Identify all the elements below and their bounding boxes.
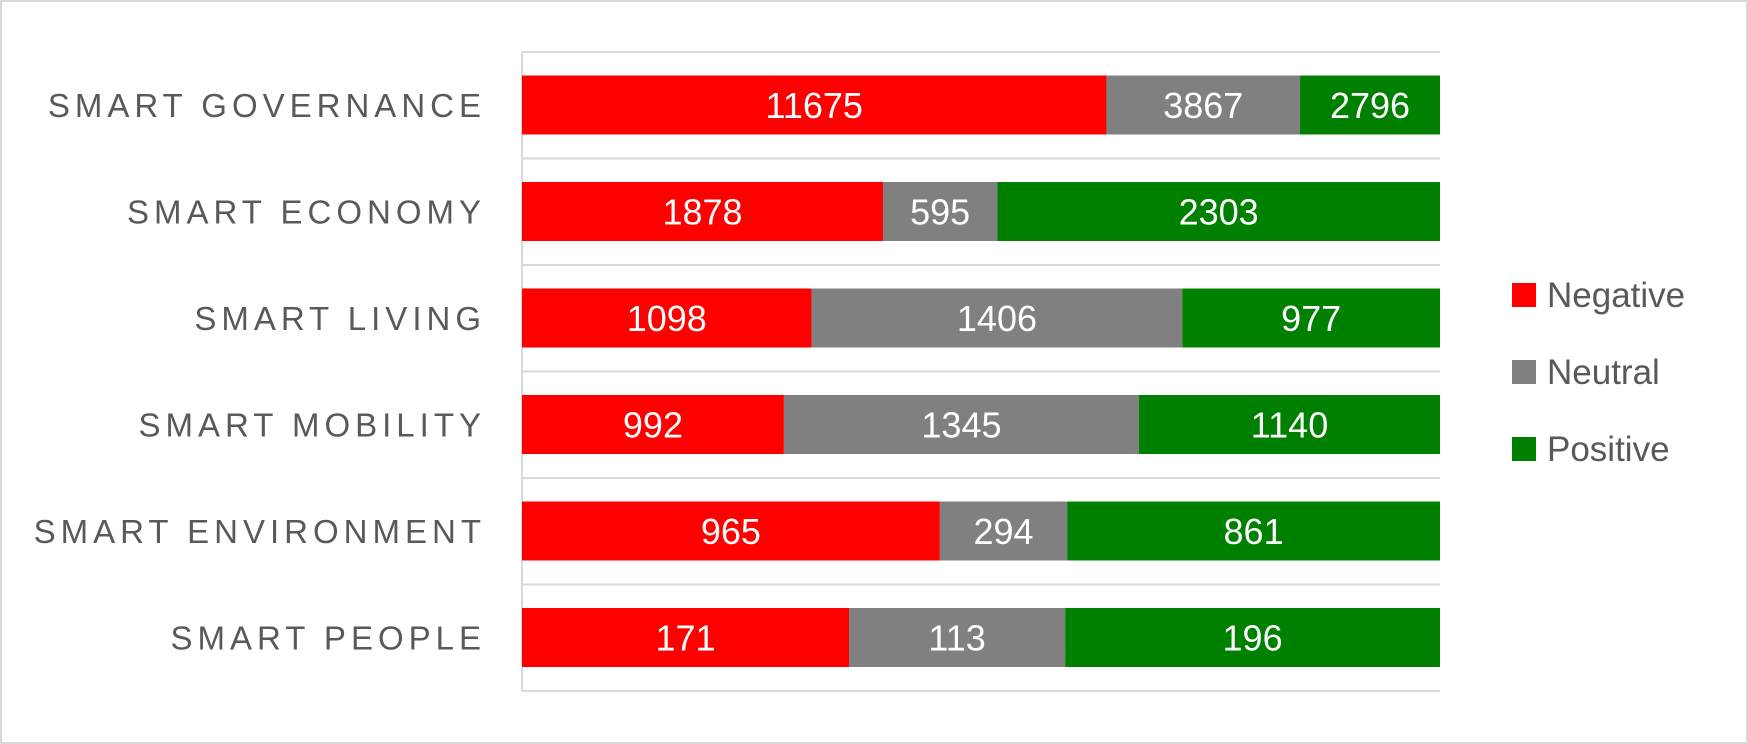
data-label-neutral-3: 1345 xyxy=(921,405,1001,446)
bar-positive-0 xyxy=(1300,75,1440,135)
data-label-positive-4: 861 xyxy=(1224,511,1284,552)
data-label-negative-0: 11675 xyxy=(766,85,863,126)
legend-label-negative[interactable]: Negative xyxy=(1547,276,1685,315)
data-label-neutral-4: 294 xyxy=(973,511,1033,552)
category-label-1: SMART ECONOMY xyxy=(127,194,486,231)
bars: 11675 3867 2796 1878 595 2303 1098 1406 977 992 13… xyxy=(522,75,1440,667)
bar-positive-2 xyxy=(1182,288,1440,348)
data-label-neutral-5: 113 xyxy=(928,618,985,659)
data-label-neutral-1: 595 xyxy=(910,192,970,233)
bar-positive-1 xyxy=(997,182,1440,241)
bar-negative-3 xyxy=(522,395,784,454)
data-label-negative-2: 1098 xyxy=(627,298,707,339)
data-label-negative-4: 965 xyxy=(701,511,761,552)
bar-positive-3 xyxy=(1139,395,1440,454)
data-label-negative-1: 1878 xyxy=(662,192,742,233)
data-label-positive-3: 1140 xyxy=(1251,405,1328,446)
bar-positive-4 xyxy=(1067,501,1440,561)
data-label-neutral-2: 1406 xyxy=(957,298,1037,339)
bar-negative-4 xyxy=(522,501,940,561)
bar-neutral-2 xyxy=(811,288,1183,348)
gridlines xyxy=(522,51,1440,692)
category-label-0: SMART GOVERNANCE xyxy=(48,87,486,124)
category-label-2: SMART LIVING xyxy=(194,300,486,337)
bar-positive-5 xyxy=(1065,608,1440,667)
data-label-positive-2: 977 xyxy=(1281,298,1341,339)
category-label-3: SMART MOBILITY xyxy=(138,407,486,444)
bar-negative-5 xyxy=(522,608,850,667)
bar-negative-1 xyxy=(522,182,883,241)
bar-negative-2 xyxy=(522,288,812,348)
data-label-neutral-0: 3867 xyxy=(1163,85,1243,126)
category-label-4: SMART ENVIRONMENT xyxy=(34,513,486,550)
bar-negative-0 xyxy=(522,75,1107,135)
bar-neutral-3 xyxy=(783,395,1140,454)
legend-label-neutral[interactable]: Neutral xyxy=(1547,353,1660,392)
legend-swatch-neutral xyxy=(1512,360,1536,384)
data-label-negative-3: 992 xyxy=(623,405,683,446)
bar-neutral-1 xyxy=(882,182,998,241)
legend[interactable]: Negative Neutral Positive xyxy=(1512,276,1685,469)
legend-label-positive[interactable]: Positive xyxy=(1547,430,1670,469)
data-label-positive-0: 2796 xyxy=(1330,85,1410,126)
data-label-positive-5: 196 xyxy=(1223,618,1283,659)
category-labels: SMART GOVERNANCE SMART ECONOMY SMART LIVIN… xyxy=(34,87,486,657)
legend-swatch-negative xyxy=(1512,283,1536,307)
bar-neutral-5 xyxy=(849,608,1066,667)
bar-neutral-4 xyxy=(939,501,1068,561)
bar-neutral-0 xyxy=(1106,75,1301,135)
data-label-positive-1: 2303 xyxy=(1179,192,1259,233)
category-label-5: SMART PEOPLE xyxy=(170,620,486,657)
legend-swatch-positive xyxy=(1512,437,1536,461)
data-label-negative-5: 171 xyxy=(655,618,715,659)
